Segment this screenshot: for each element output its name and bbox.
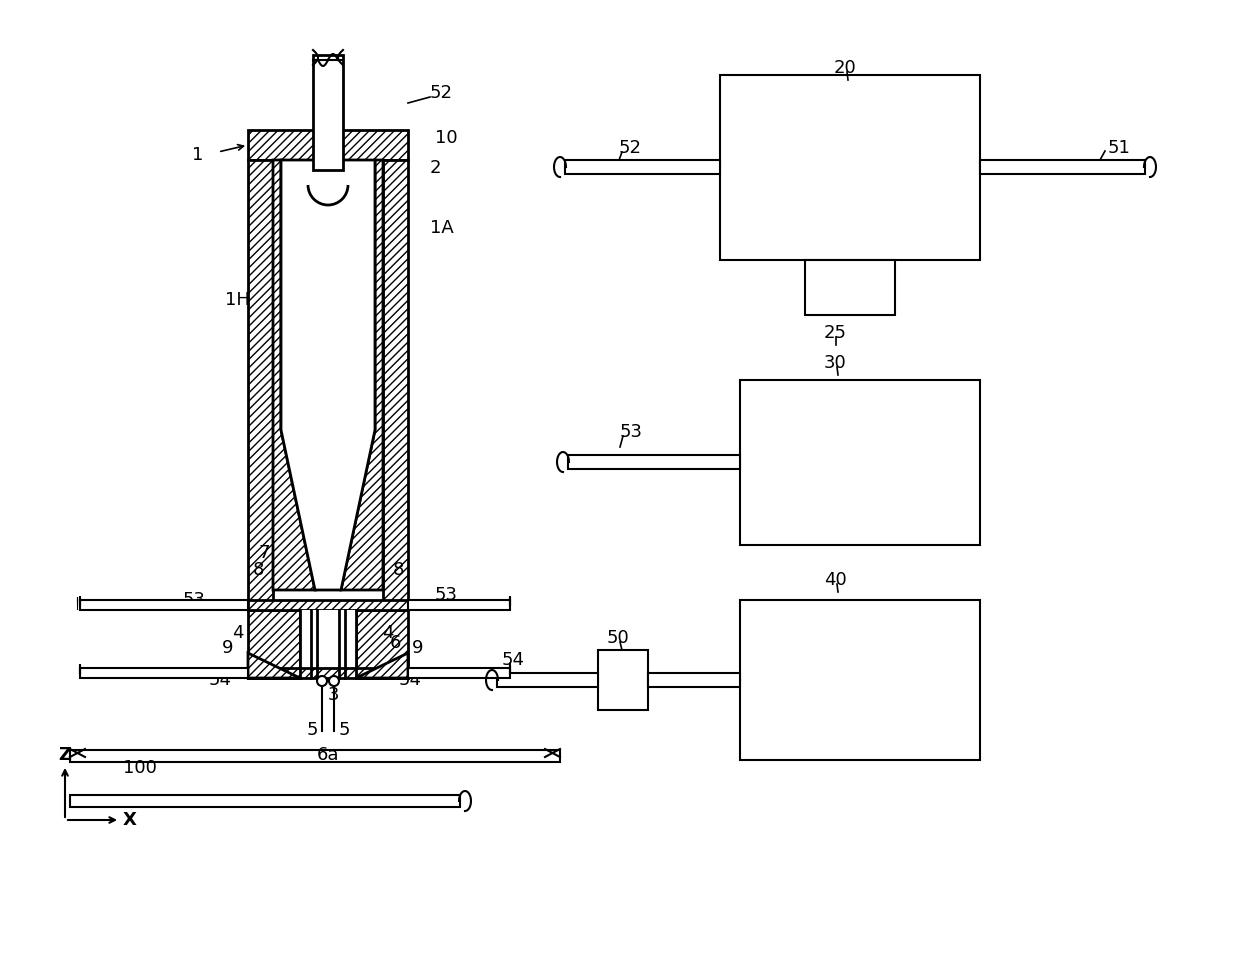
Text: 53: 53 (184, 591, 206, 609)
Text: 6a: 6a (316, 746, 340, 764)
Text: 5: 5 (306, 721, 317, 739)
Bar (383, 160, 408, 610)
Bar (649, 673, 740, 687)
Text: 9: 9 (222, 639, 234, 657)
Bar (248, 130, 408, 160)
Text: 4: 4 (382, 624, 394, 642)
Text: 1: 1 (192, 146, 203, 164)
Bar (356, 610, 408, 678)
Bar (565, 160, 720, 174)
Bar (568, 455, 740, 469)
Bar (248, 160, 273, 610)
Polygon shape (341, 160, 383, 590)
Text: 54: 54 (398, 671, 422, 689)
Text: 54: 54 (502, 651, 525, 669)
Text: 53: 53 (620, 423, 644, 441)
Text: Z: Z (58, 746, 72, 764)
Text: 30: 30 (823, 354, 847, 372)
Circle shape (317, 676, 327, 686)
Circle shape (329, 676, 339, 686)
Bar (598, 650, 649, 710)
Text: 3: 3 (327, 686, 339, 704)
Bar (408, 668, 510, 678)
Text: 51: 51 (1109, 139, 1131, 157)
Bar (740, 380, 980, 545)
Bar (805, 260, 895, 315)
Text: 1A: 1A (430, 219, 454, 237)
Bar (69, 795, 460, 807)
Bar (720, 75, 980, 260)
Bar (312, 55, 343, 170)
Text: 7: 7 (258, 544, 269, 562)
Text: 2: 2 (430, 159, 441, 177)
Text: 25: 25 (823, 324, 847, 342)
Text: 1H: 1H (224, 291, 250, 309)
Text: 10: 10 (435, 129, 458, 147)
Text: X: X (123, 811, 136, 829)
Bar (497, 673, 598, 687)
Bar (248, 600, 408, 610)
Text: 52: 52 (430, 84, 453, 102)
Text: 20: 20 (833, 59, 857, 77)
Bar (740, 600, 980, 760)
Text: 100: 100 (123, 759, 157, 777)
Text: 6: 6 (389, 634, 401, 652)
Bar (81, 668, 248, 678)
Text: 8: 8 (393, 561, 404, 579)
Polygon shape (248, 653, 300, 678)
Text: 50: 50 (606, 629, 630, 647)
Text: 53: 53 (435, 586, 458, 604)
Bar (408, 600, 510, 610)
Bar (248, 610, 300, 678)
Text: 9: 9 (412, 639, 424, 657)
Bar (81, 600, 248, 610)
Bar (69, 750, 560, 762)
Text: 4: 4 (232, 624, 244, 642)
Text: 54: 54 (208, 671, 232, 689)
Bar (248, 668, 408, 678)
Polygon shape (273, 160, 315, 590)
Text: 52: 52 (619, 139, 642, 157)
Bar (300, 610, 356, 678)
Text: 5: 5 (339, 721, 350, 739)
Bar (980, 160, 1145, 174)
Text: 8: 8 (253, 561, 264, 579)
Text: 40: 40 (823, 571, 847, 589)
Polygon shape (281, 160, 374, 590)
Polygon shape (356, 653, 408, 678)
